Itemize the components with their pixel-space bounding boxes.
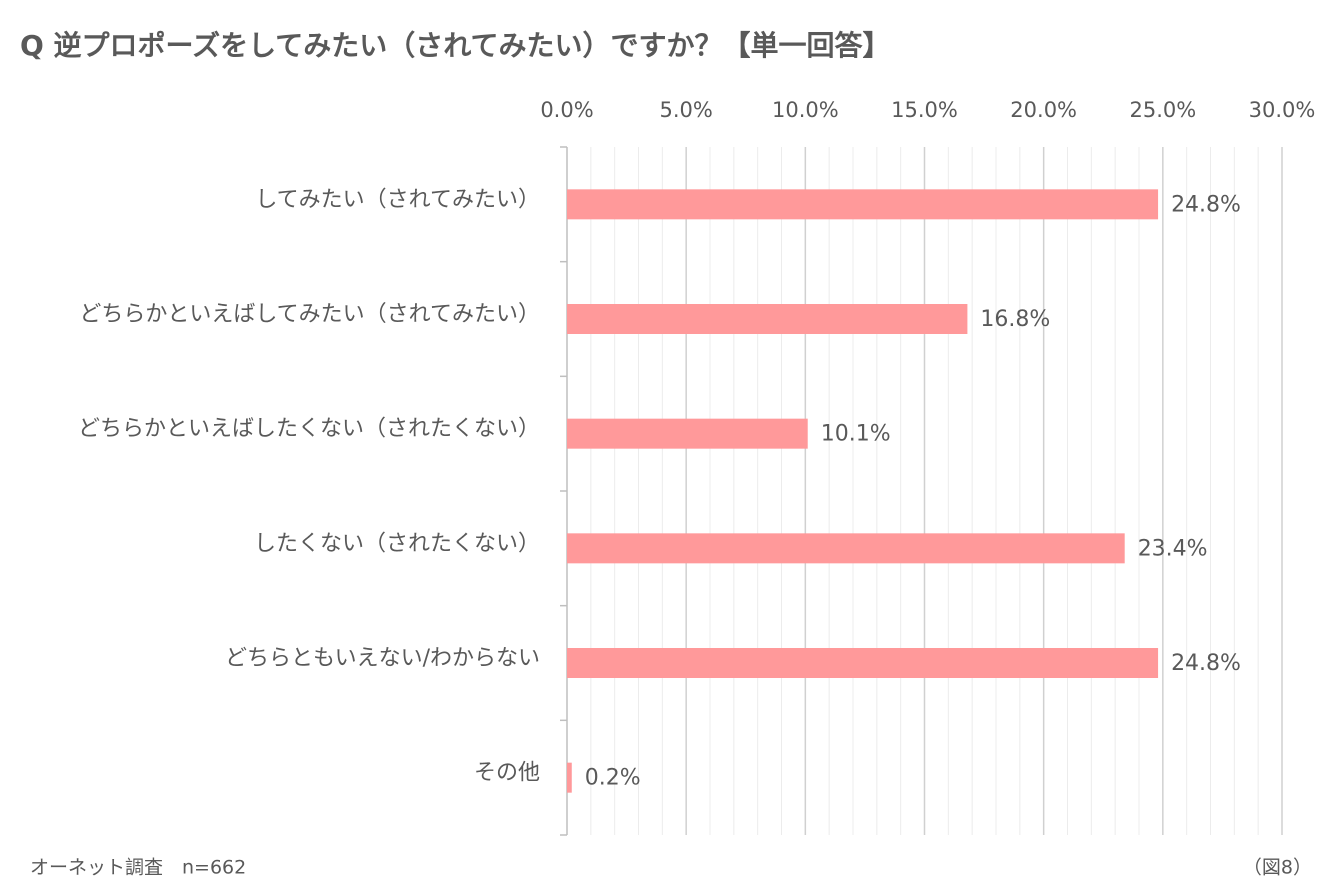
value-label: 10.1%	[821, 422, 891, 447]
y-tick-label: してみたい（されてみたい）	[255, 187, 540, 212]
x-tick-label: 0.0%	[540, 98, 593, 122]
value-label: 0.2%	[585, 766, 641, 791]
bar	[567, 533, 1125, 564]
y-tick-label: その他	[474, 761, 540, 786]
x-tick-label: 20.0%	[1010, 98, 1077, 122]
figure-label: （図8）	[1243, 857, 1312, 879]
bar	[567, 418, 808, 449]
x-tick-label: 10.0%	[772, 98, 839, 122]
x-tick-label: 5.0%	[659, 98, 712, 122]
y-tick-label: どちらかといえばしてみたい（されてみたい）	[79, 302, 540, 327]
x-tick-label: 15.0%	[891, 98, 958, 122]
bar	[567, 648, 1159, 678]
value-label: 24.8%	[1171, 651, 1241, 676]
value-label: 24.8%	[1171, 192, 1241, 217]
bar	[567, 762, 572, 793]
value-label: 23.4%	[1138, 536, 1208, 561]
x-tick-label: 30.0%	[1249, 98, 1316, 122]
value-label: 16.8%	[980, 307, 1050, 332]
y-tick-label: どちらかといえばしたくない（されたくない）	[78, 417, 540, 442]
bar	[567, 189, 1159, 220]
y-tick-label: したくない（されたくない）	[254, 531, 540, 556]
y-tick-label: どちらともいえない/わからない	[225, 646, 540, 671]
bar	[567, 304, 968, 334]
x-tick-label: 25.0%	[1129, 98, 1196, 122]
source-note: オーネット調査 n=662	[30, 857, 246, 879]
chart-title: Q 逆プロポーズをしてみたい（されてみたい）ですか？【単一回答】	[20, 29, 890, 62]
